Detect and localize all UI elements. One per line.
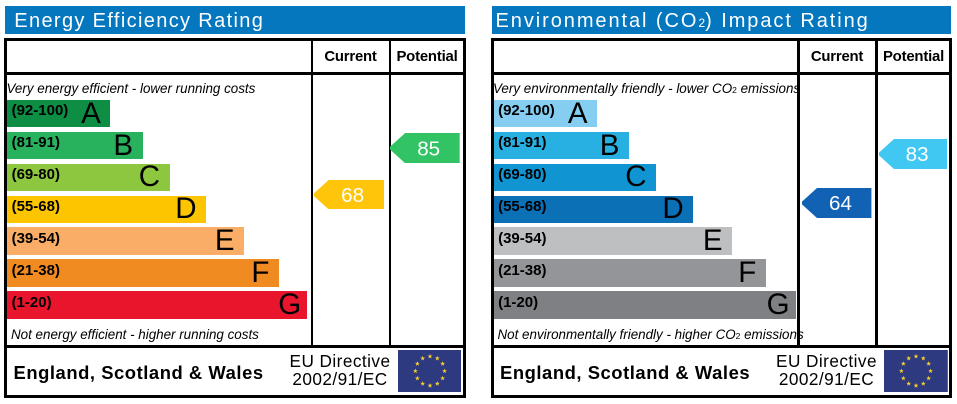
svg-text:68: 68 <box>341 184 364 207</box>
svg-text:64: 64 <box>829 192 852 215</box>
svg-text:83: 83 <box>905 143 928 166</box>
svg-text:85: 85 <box>418 137 441 160</box>
